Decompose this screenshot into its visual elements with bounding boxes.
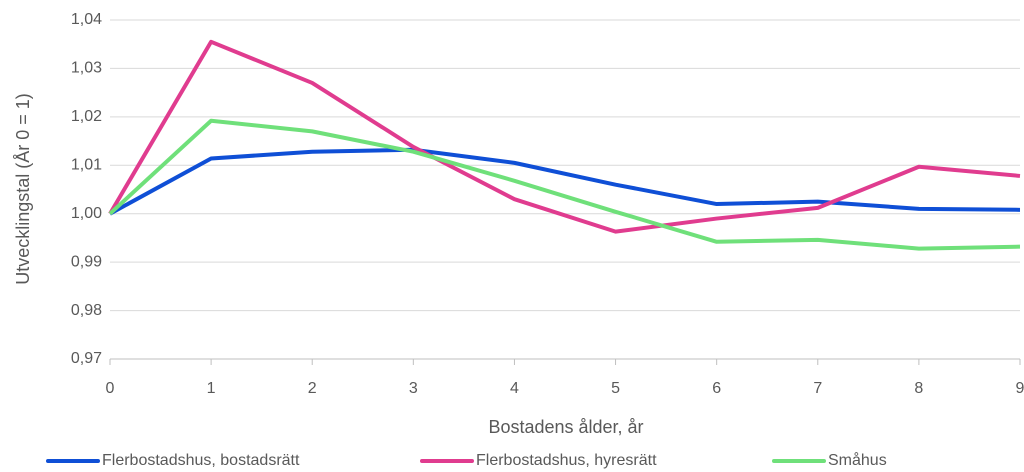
y-tick-label: 1,03 (71, 60, 102, 77)
legend-label: Småhus (828, 451, 887, 469)
y-tick-label: 0,97 (71, 350, 102, 367)
y-tick-label: 1,02 (71, 108, 102, 125)
legend-label: Flerbostadshus, bostadsrätt (102, 452, 300, 469)
y-tick-label: 1,00 (71, 205, 102, 222)
x-tick-label: 4 (510, 380, 519, 397)
x-tick-label: 0 (106, 380, 115, 397)
x-axis-label: Bostadens ålder, år (488, 417, 643, 437)
y-tick-label: 0,99 (71, 253, 102, 270)
line-series (109, 147, 1021, 216)
x-tick-label: 8 (914, 380, 923, 397)
x-tick-label: 1 (207, 380, 216, 397)
y-tick-label: 1,04 (71, 11, 102, 28)
line-series (108, 39, 1021, 234)
x-tick-label: 2 (308, 380, 317, 397)
x-tick-label: 6 (712, 380, 721, 397)
x-tick-label: 3 (409, 380, 418, 397)
x-tick-label: 9 (1016, 380, 1024, 397)
line-series (108, 118, 1021, 251)
y-tick-label: 1,01 (71, 157, 102, 174)
x-tick-label: 5 (611, 380, 620, 397)
x-tick-label: 7 (813, 380, 822, 397)
y-axis-label: Utvecklingstal (År 0 = 1) (13, 93, 33, 285)
legend-label: Flerbostadshus, hyresrätt (476, 452, 657, 469)
y-tick-label: 0,98 (71, 302, 102, 319)
